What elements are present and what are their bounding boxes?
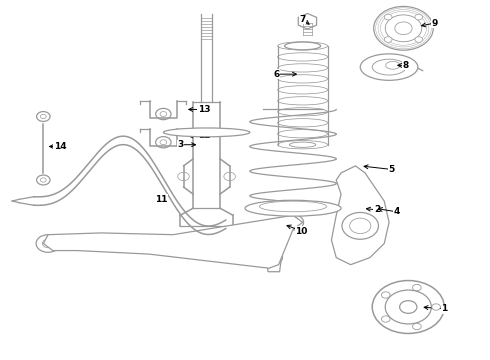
Polygon shape xyxy=(43,215,303,268)
Circle shape xyxy=(160,112,167,117)
Polygon shape xyxy=(298,13,317,29)
Circle shape xyxy=(178,172,189,181)
Ellipse shape xyxy=(192,230,221,243)
Circle shape xyxy=(37,175,50,185)
Ellipse shape xyxy=(285,42,320,50)
Circle shape xyxy=(385,290,431,324)
Text: 9: 9 xyxy=(432,18,438,27)
Circle shape xyxy=(265,251,282,264)
Circle shape xyxy=(415,37,422,42)
Text: 7: 7 xyxy=(299,15,306,24)
Ellipse shape xyxy=(360,54,418,80)
Ellipse shape xyxy=(245,200,341,216)
Circle shape xyxy=(282,215,304,230)
Circle shape xyxy=(342,212,378,239)
Circle shape xyxy=(350,218,371,234)
Circle shape xyxy=(385,15,422,42)
Circle shape xyxy=(395,22,412,35)
Circle shape xyxy=(41,114,46,118)
Text: 4: 4 xyxy=(393,207,399,216)
Text: 2: 2 xyxy=(374,206,380,215)
Circle shape xyxy=(415,14,422,20)
Circle shape xyxy=(381,292,390,298)
Ellipse shape xyxy=(120,237,159,251)
Circle shape xyxy=(288,219,298,226)
Text: 5: 5 xyxy=(389,165,394,174)
Circle shape xyxy=(156,108,171,120)
Circle shape xyxy=(156,136,171,148)
Circle shape xyxy=(224,172,235,181)
Text: 13: 13 xyxy=(198,105,210,114)
Polygon shape xyxy=(267,261,281,272)
Circle shape xyxy=(413,284,421,291)
Circle shape xyxy=(381,316,390,322)
Circle shape xyxy=(413,323,421,330)
Circle shape xyxy=(372,280,444,333)
Circle shape xyxy=(42,239,54,248)
Text: 3: 3 xyxy=(177,140,183,149)
Ellipse shape xyxy=(290,142,316,147)
Text: 10: 10 xyxy=(295,227,308,236)
Text: 11: 11 xyxy=(155,195,167,204)
Text: 12: 12 xyxy=(198,131,210,140)
Polygon shape xyxy=(331,166,389,265)
Circle shape xyxy=(400,301,417,313)
Circle shape xyxy=(41,178,46,182)
Ellipse shape xyxy=(372,59,406,75)
Text: 6: 6 xyxy=(273,70,279,79)
Ellipse shape xyxy=(386,62,400,69)
Circle shape xyxy=(432,304,441,310)
Circle shape xyxy=(37,112,50,121)
Circle shape xyxy=(160,140,167,145)
Circle shape xyxy=(384,37,392,42)
Circle shape xyxy=(374,6,433,50)
Circle shape xyxy=(384,14,392,20)
Text: 8: 8 xyxy=(403,61,409,70)
Text: 14: 14 xyxy=(54,142,67,151)
Ellipse shape xyxy=(163,128,250,137)
Circle shape xyxy=(36,235,60,252)
Text: 1: 1 xyxy=(441,304,447,313)
Ellipse shape xyxy=(259,201,327,212)
